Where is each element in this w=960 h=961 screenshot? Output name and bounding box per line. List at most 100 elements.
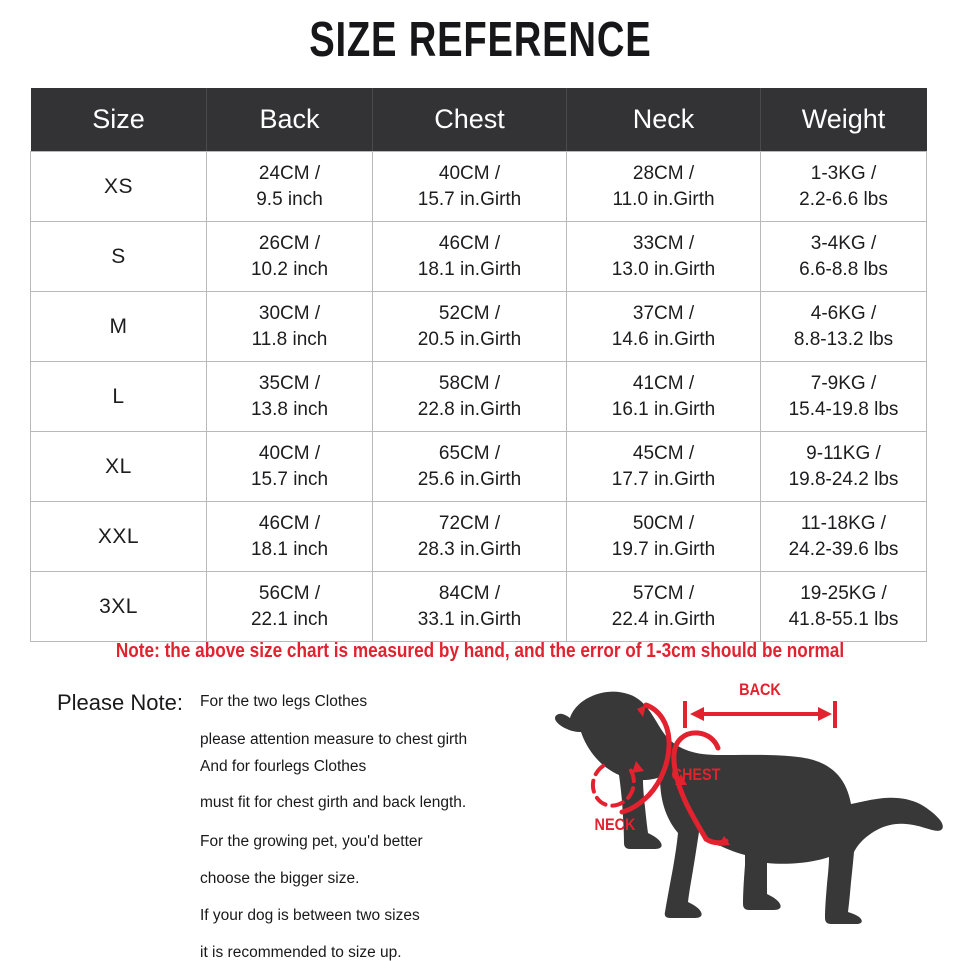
cell-back-cm: 46CM / <box>258 513 321 535</box>
table-row: S 26CM / 10.2 inch 46CM / 18.1 in.Girth 33… <box>30 221 927 292</box>
cell-weight-lb: 8.8-13.2 lbs <box>793 328 894 350</box>
cell-weight: 4-6KG / 8.8-13.2 lbs <box>760 291 927 362</box>
cell-chest: 46CM / 18.1 in.Girth <box>372 221 567 292</box>
column-header-back: Back <box>206 88 373 152</box>
cell-chest-cm: 65CM / <box>438 443 501 465</box>
cell-neck-in: 13.0 in.Girth <box>611 258 716 280</box>
cell-weight: 9-11KG / 19.8-24.2 lbs <box>760 431 927 502</box>
please-note-label: Please Note: <box>57 690 183 715</box>
cell-neck-cm: 33CM / <box>632 233 695 255</box>
cell-weight-kg: 19-25KG / <box>800 583 887 605</box>
cell-chest-cm: 40CM / <box>438 163 501 185</box>
chest-measurement-loop-icon <box>671 730 730 846</box>
cell-neck: 57CM / 22.4 in.Girth <box>566 571 761 642</box>
cell-neck: 45CM / 17.7 in.Girth <box>566 431 761 502</box>
cell-back: 30CM / 11.8 inch <box>206 291 373 362</box>
cell-back-cm: 24CM / <box>258 163 321 185</box>
note-line: it is recommended to size up. <box>200 943 402 961</box>
size-table-container: Size Back Chest Neck Weight XS 24CM / 9.5… <box>30 88 927 642</box>
cell-neck: 37CM / 14.6 in.Girth <box>566 291 761 362</box>
cell-back-in: 18.1 inch <box>250 538 329 560</box>
cell-chest-in: 15.7 in.Girth <box>417 188 522 210</box>
cell-neck: 28CM / 11.0 in.Girth <box>566 151 761 222</box>
cell-neck-in: 17.7 in.Girth <box>611 468 716 490</box>
cell-back: 56CM / 22.1 inch <box>206 571 373 642</box>
cell-back-in: 22.1 inch <box>250 608 329 630</box>
cell-weight-lb: 41.8-55.1 lbs <box>788 608 899 630</box>
cell-back: 40CM / 15.7 inch <box>206 431 373 502</box>
note-line: choose the bigger size. <box>200 869 360 887</box>
cell-weight-kg: 3-4KG / <box>810 233 877 255</box>
cell-back-in: 15.7 inch <box>250 468 329 490</box>
cell-weight-kg: 1-3KG / <box>810 163 877 185</box>
table-header-row: Size Back Chest Neck Weight <box>30 88 927 152</box>
table-row: XXL 46CM /18.1 inch 72CM /28.3 in.Girth … <box>30 501 927 572</box>
cell-back-cm: 56CM / <box>258 583 321 605</box>
note-line: must fit for chest girth and back length… <box>200 793 467 811</box>
cell-back-in: 10.2 inch <box>250 258 329 280</box>
note-line: please attention measure to chest girth <box>200 730 468 748</box>
cell-back-in: 9.5 inch <box>256 188 323 210</box>
cell-back-cm: 30CM / <box>258 303 321 325</box>
neck-measurement-loop-icon <box>590 702 672 815</box>
cell-chest: 72CM / 28.3 in.Girth <box>372 501 567 572</box>
cell-size: 3XL <box>30 571 207 642</box>
please-note-lines: For the two legs Clothes please attentio… <box>200 694 530 960</box>
cell-chest-in: 22.8 in.Girth <box>417 398 522 420</box>
table-header: Size Back Chest Neck Weight <box>30 88 927 152</box>
cell-back-in: 11.8 inch <box>251 328 328 350</box>
measurement-error-note: Note: the above size chart is measured b… <box>115 640 845 662</box>
cell-size: XXL <box>30 501 207 572</box>
cell-chest: 40CM / 15.7 in.Girth <box>372 151 567 222</box>
cell-size: S <box>30 221 207 292</box>
cell-size: M <box>30 291 207 362</box>
cell-back: 46CM / 18.1 inch <box>206 501 373 572</box>
cell-weight-kg: 11-18KG / <box>800 513 887 535</box>
cell-neck-in: 11.0 in.Girth <box>612 188 715 210</box>
cell-neck-in: 22.4 in.Girth <box>611 608 716 630</box>
table-row: XL 40CM / 15.7 inch 65CM / 25.6 in.Girth 4… <box>30 431 927 502</box>
cell-size: XL <box>30 431 207 502</box>
cell-weight-kg: 4-6KG / <box>810 303 877 325</box>
cell-back: 35CM / 13.8 inch <box>206 361 373 432</box>
cell-weight-lb: 2.2-6.6 lbs <box>799 188 888 210</box>
table-row: 3XL 56CM /22.1 inch 84CM /33.1 in.Girth … <box>30 571 927 642</box>
chest-label: CHEST <box>672 766 721 784</box>
cell-size: XS <box>30 151 207 222</box>
cell-weight: 1-3KG / 2.2-6.6 lbs <box>760 151 927 222</box>
cell-back-cm: 35CM / <box>258 373 321 395</box>
cell-neck: 50CM / 19.7 in.Girth <box>566 501 761 572</box>
cell-neck-cm: 28CM / <box>632 163 695 185</box>
cell-chest-cm: 72CM / <box>438 513 501 535</box>
back-label: BACK <box>739 681 781 699</box>
cell-chest: 65CM / 25.6 in.Girth <box>372 431 567 502</box>
cell-weight-lb: 24.2-39.6 lbs <box>788 538 899 560</box>
size-reference-table: Size Back Chest Neck Weight XS 24CM / 9.5… <box>30 88 927 642</box>
cell-neck-cm: 50CM / <box>632 513 695 535</box>
cell-chest-cm: 52CM / <box>438 303 501 325</box>
cell-back-cm: 26CM / <box>258 233 321 255</box>
neck-label: NECK <box>595 816 636 834</box>
cell-neck: 41CM / 16.1 in.Girth <box>566 361 761 432</box>
cell-chest-cm: 84CM / <box>438 583 501 605</box>
column-header-size: Size <box>30 88 207 152</box>
cell-neck-cm: 37CM / <box>632 303 695 325</box>
cell-weight: 11-18KG / 24.2-39.6 lbs <box>760 501 927 572</box>
note-line: For the growing pet, you'd better <box>200 833 423 850</box>
cell-weight: 7-9KG / 15.4-19.8 lbs <box>760 361 927 432</box>
page-title: SIZE REFERENCE <box>308 12 652 67</box>
dog-measurement-diagram: BACK CHEST NECK <box>548 678 960 950</box>
cell-chest-cm: 58CM / <box>438 373 501 395</box>
note-line: And for fourlegs Clothes <box>200 758 367 775</box>
cell-back-in: 13.8 inch <box>250 398 329 420</box>
cell-weight-kg: 7-9KG / <box>810 373 877 395</box>
cell-weight-lb: 6.6-8.8 lbs <box>799 258 888 280</box>
cell-chest-in: 28.3 in.Girth <box>417 538 522 560</box>
cell-weight: 19-25KG / 41.8-55.1 lbs <box>760 571 927 642</box>
cell-chest-in: 33.1 in.Girth <box>417 608 522 630</box>
cell-chest-in: 25.6 in.Girth <box>417 468 522 490</box>
cell-neck-in: 14.6 in.Girth <box>611 328 716 350</box>
table-row: M 30CM / 11.8 inch 52CM / 20.5 in.Girth 37… <box>30 291 927 362</box>
cell-neck-in: 19.7 in.Girth <box>611 538 716 560</box>
cell-neck: 33CM / 13.0 in.Girth <box>566 221 761 292</box>
